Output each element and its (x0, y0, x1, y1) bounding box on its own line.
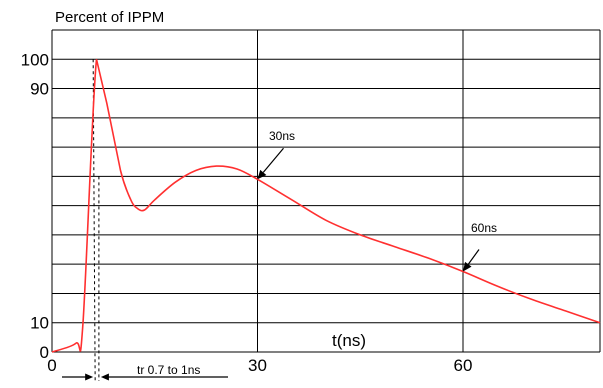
x-tick-label: 60 (454, 356, 473, 375)
x-tick-label: 30 (248, 356, 267, 375)
y-tick-label: 90 (30, 80, 49, 99)
annotation-30ns-arrowhead (257, 169, 267, 180)
rise-time-arrows (62, 373, 228, 381)
annotation-30ns: 30ns (257, 129, 295, 180)
annotation-30ns-label: 30ns (269, 129, 295, 143)
rise-arrowhead-right (100, 373, 109, 381)
chart-title: Percent of IPPM (55, 9, 164, 26)
x-axis-label: t(ns) (332, 331, 366, 350)
rise-arrowhead-left (85, 373, 94, 381)
annotation-60ns-arrow (467, 249, 480, 265)
annotation-60ns-arrowhead (463, 261, 472, 272)
y-tick-label: 100 (21, 50, 49, 69)
y-tick-label: 10 (30, 314, 49, 333)
y-tick-label: 0 (40, 343, 49, 362)
chart-grid (51, 29, 601, 353)
rise-time-label: tr 0.7 to 1ns (137, 363, 200, 377)
annotation-30ns-arrow (262, 147, 284, 173)
series-line (51, 59, 601, 353)
annotation-60ns-label: 60ns (471, 221, 497, 235)
chart-tick-labels: 0 10 90 100 0 30 60 (21, 50, 473, 375)
x-tick-label: 0 (47, 356, 56, 375)
annotation-60ns: 60ns (463, 221, 497, 272)
